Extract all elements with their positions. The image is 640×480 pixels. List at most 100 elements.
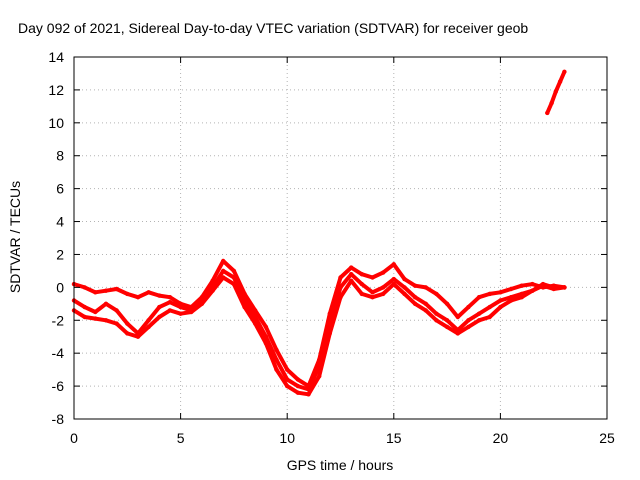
data-point [402, 276, 407, 282]
data-point [466, 318, 471, 323]
data-point [285, 377, 290, 382]
data-point [263, 341, 269, 346]
data-point [263, 324, 269, 330]
data-point [444, 324, 450, 330]
data-point [508, 286, 514, 292]
data-point [519, 295, 524, 300]
data-point [327, 331, 332, 336]
data-point [434, 311, 439, 316]
data-point [242, 304, 247, 310]
data-point [434, 291, 439, 297]
data-point [221, 258, 226, 264]
data-point [103, 301, 109, 306]
data-point [114, 321, 119, 326]
data-point [189, 309, 194, 315]
data-point [103, 288, 109, 293]
data-point [82, 285, 87, 290]
data-point [553, 89, 558, 94]
x-tick-label: 5 [177, 430, 185, 446]
x-axis-label: GPS time / hours [287, 457, 394, 473]
y-tick-label: 6 [56, 181, 64, 197]
tick-label-layer: 0 5 10 15 20 25 -8 -6 -4 -2 0 2 4 6 8 10 12 14 [48, 49, 615, 446]
data-point [466, 304, 471, 310]
y-tick-label: 12 [48, 82, 64, 98]
data-point [157, 304, 162, 310]
data-point [178, 304, 183, 310]
data-point [93, 290, 98, 295]
data-point [519, 283, 524, 288]
data-point [295, 390, 301, 395]
data-point [146, 318, 151, 323]
data-point [349, 265, 354, 270]
x-tick-label: 15 [386, 430, 402, 446]
data-point [285, 383, 290, 389]
data-point [338, 285, 343, 290]
data-point [359, 291, 364, 297]
data-point [253, 321, 258, 326]
y-tick-label: 4 [56, 214, 64, 230]
data-point [167, 308, 173, 313]
y-tick-label: -4 [52, 345, 65, 361]
data-point [540, 281, 546, 287]
data-point [545, 110, 550, 116]
data-point [93, 316, 98, 321]
chart-title: Day 092 of 2021, Sidereal Day-to-day VTE… [18, 20, 528, 36]
data-point [295, 377, 301, 382]
data-point [380, 270, 386, 275]
data-point [199, 301, 205, 306]
data-point [370, 295, 375, 300]
data-point [487, 304, 492, 310]
data-point [487, 314, 492, 320]
data-point [487, 291, 492, 297]
data-point [253, 308, 258, 313]
y-axis-label: SDTVAR / TECUs [7, 181, 23, 293]
data-point [295, 383, 301, 389]
data-point [370, 290, 375, 295]
data-point [370, 275, 375, 280]
data-point [338, 275, 343, 280]
y-tick-label: 2 [56, 246, 64, 262]
data-point [167, 295, 173, 300]
data-point [549, 100, 554, 106]
data-point [125, 331, 130, 336]
data-point [562, 69, 567, 75]
data-point [114, 286, 119, 292]
data-point [476, 295, 482, 300]
data-point [498, 290, 503, 295]
data-point [274, 357, 279, 362]
data-point [274, 347, 279, 353]
y-tick-label: -6 [52, 378, 65, 394]
data-point [82, 304, 87, 310]
y-tick-label: -8 [52, 411, 65, 427]
data-point [221, 275, 226, 280]
x-tick-label: 25 [599, 430, 615, 446]
data-point [380, 291, 386, 297]
data-point [135, 295, 141, 300]
data-point [551, 285, 556, 290]
data-point [125, 321, 130, 326]
data-point [412, 301, 418, 306]
data-point [317, 374, 322, 379]
data-point [412, 283, 418, 288]
data-point [157, 293, 162, 298]
data-point [231, 275, 237, 280]
data-point [210, 278, 215, 283]
data-point [114, 308, 119, 313]
data-point [146, 324, 151, 330]
data-point [135, 334, 141, 339]
data-point [231, 281, 237, 287]
data-point [476, 311, 482, 316]
data-point [157, 314, 162, 320]
data-point [530, 288, 535, 293]
data-point [146, 290, 151, 295]
data-point [498, 298, 503, 303]
data-point [455, 314, 460, 320]
data-point [562, 285, 567, 290]
data-point [444, 301, 450, 306]
plot-frame [73, 56, 608, 420]
x-tick-label: 0 [70, 430, 78, 446]
y-tick-label: -2 [52, 312, 65, 328]
data-point [167, 300, 173, 305]
tick-layer [73, 56, 608, 420]
data-point [530, 281, 535, 287]
